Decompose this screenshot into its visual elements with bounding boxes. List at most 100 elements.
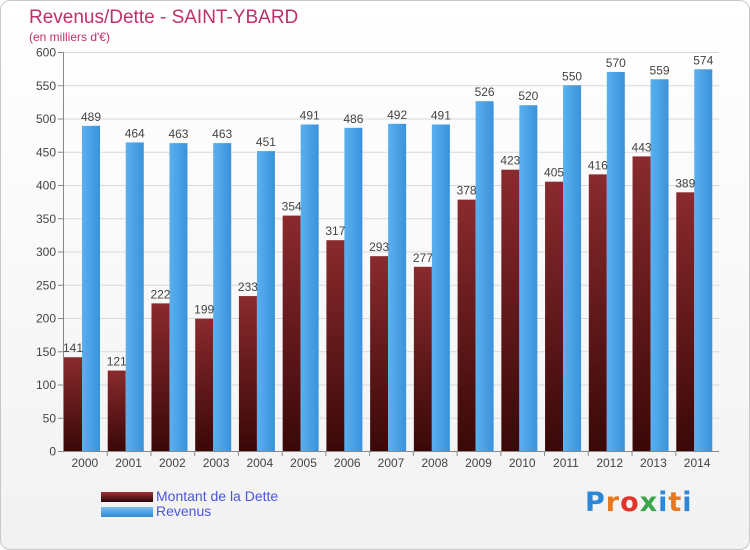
x-tick-label: 2008: [421, 456, 448, 470]
x-tick-label: 2013: [640, 456, 667, 470]
axes: 0 50 100 150 200 250 300 350 400 450 500 550 600 2000…: [36, 46, 719, 470]
x-tick-label: 2012: [596, 456, 623, 470]
data-label-revenus: 574: [693, 53, 713, 67]
data-label-dette: 293: [369, 240, 389, 254]
data-label-revenus: 489: [81, 110, 101, 124]
data-label-revenus: 486: [343, 112, 363, 126]
y-tick-label: 450: [36, 145, 56, 159]
legend-swatch-dette: [101, 492, 153, 502]
data-label-revenus: 451: [256, 135, 276, 149]
data-label-dette: 389: [675, 176, 695, 190]
logo-letter: t: [668, 487, 683, 518]
y-tick-label: 250: [36, 278, 56, 292]
data-label-revenus: 492: [387, 108, 407, 122]
data-label-revenus: 463: [168, 127, 188, 141]
y-tick-label: 50: [43, 411, 57, 425]
bar-dette: [151, 303, 170, 451]
data-label-dette: 121: [107, 355, 127, 369]
data-label-revenus: 570: [606, 56, 626, 70]
bar-revenus: [519, 105, 538, 451]
data-label-revenus: 559: [650, 63, 670, 77]
data-label-revenus: 463: [212, 127, 232, 141]
data-label-revenus: 526: [475, 85, 495, 99]
data-label-dette: 317: [325, 224, 345, 238]
bar-revenus: [563, 85, 582, 451]
y-tick-label: 200: [36, 312, 56, 326]
bar-dette: [545, 181, 564, 452]
y-tick-label: 350: [36, 212, 56, 226]
bar-revenus: [82, 125, 100, 451]
data-label-dette: 443: [632, 140, 652, 154]
bar-revenus: [431, 124, 450, 452]
data-label-revenus: 550: [562, 69, 582, 83]
y-tick-label: 550: [36, 79, 56, 93]
data-label-dette: 423: [500, 154, 520, 168]
x-tick-label: 2011: [553, 456, 579, 470]
x-tick-label: 2000: [72, 456, 99, 470]
x-tick-label: 2014: [684, 456, 711, 470]
y-tick-label: 400: [36, 179, 56, 193]
data-label-dette: 378: [457, 184, 477, 198]
bar-dette: [413, 266, 432, 451]
bar-revenus: [475, 101, 494, 452]
data-label-dette: 277: [413, 251, 433, 265]
data-label-dette: 416: [588, 158, 608, 172]
bars: [64, 69, 713, 452]
bar-dette: [64, 357, 82, 451]
x-tick-label: 2010: [509, 456, 536, 470]
bar-dette: [632, 156, 651, 451]
data-label-dette: 141: [63, 341, 83, 355]
data-label-dette: 233: [238, 280, 258, 294]
bar-dette: [282, 215, 301, 451]
data-label-dette: 405: [544, 166, 564, 180]
y-tick-label: 500: [36, 112, 56, 126]
bar-revenus: [606, 71, 625, 451]
bar-revenus: [125, 142, 144, 451]
x-tick-label: 2007: [378, 456, 405, 470]
bar-dette: [457, 199, 476, 451]
bar-revenus: [213, 143, 232, 452]
data-label-revenus: 520: [518, 89, 538, 103]
data-label-dette: 354: [282, 200, 302, 214]
x-tick-label: 2004: [246, 456, 273, 470]
logo-letter: i: [658, 487, 669, 518]
x-tick-label: 2001: [115, 456, 142, 470]
y-tick-label: 300: [36, 245, 56, 259]
data-label-dette: 199: [194, 303, 214, 317]
x-tick-label: 2003: [203, 456, 230, 470]
bar-dette: [107, 370, 126, 451]
bar-dette: [676, 192, 695, 451]
logo-letter: i: [682, 487, 693, 518]
data-label-dette: 222: [150, 287, 170, 301]
y-tick-label: 0: [49, 445, 56, 459]
y-tick-label: 600: [36, 46, 56, 60]
bar-dette: [370, 256, 389, 451]
bar-revenus: [300, 124, 319, 452]
logo-letter: P: [585, 487, 606, 518]
bar-dette: [588, 174, 607, 452]
logo-letter: r: [605, 487, 621, 518]
bar-revenus: [388, 123, 407, 451]
chart-subtitle: (en milliers d'€): [29, 30, 110, 44]
bar-revenus: [694, 69, 713, 451]
data-label-revenus: 491: [431, 108, 451, 122]
data-label-revenus: 491: [300, 108, 320, 122]
labels: 141 489 121 464 222 463 199 463 233 451 354 491 317 4…: [63, 53, 714, 368]
legend-swatch-revenus: [101, 507, 153, 517]
x-tick-label: 2002: [159, 456, 186, 470]
bar-dette: [195, 318, 214, 451]
bar-revenus: [344, 127, 363, 451]
logo-letter: x: [639, 487, 659, 518]
proxiti-logo: Proxiti: [585, 487, 693, 518]
y-tick-label: 150: [36, 345, 56, 359]
bar-dette: [326, 240, 345, 451]
bar-revenus: [256, 151, 275, 451]
bar-revenus: [169, 143, 188, 452]
x-tick-label: 2006: [334, 456, 361, 470]
bar-dette: [238, 296, 257, 451]
y-tick-label: 100: [36, 378, 56, 392]
logo-letter: o: [620, 487, 640, 518]
legend-label-dette: Montant de la Dette: [156, 488, 279, 504]
